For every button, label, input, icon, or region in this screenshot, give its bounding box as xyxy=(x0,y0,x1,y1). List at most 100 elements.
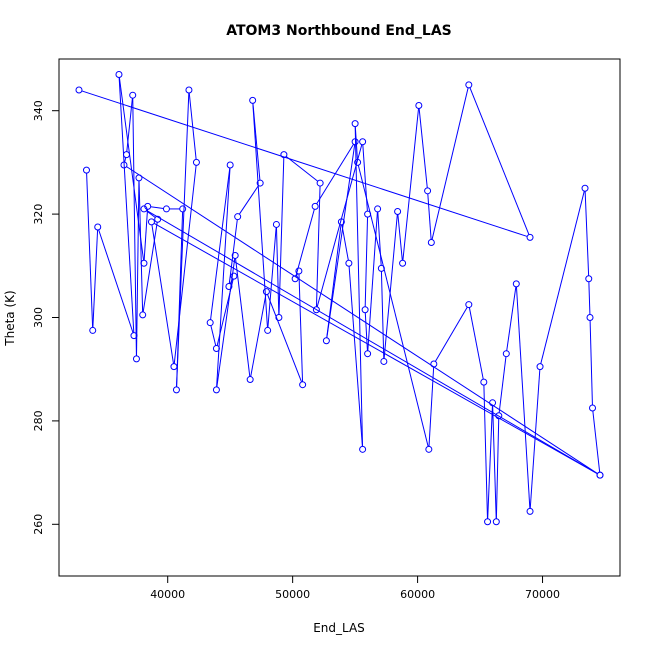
series-line-segment xyxy=(252,103,261,181)
series-line-segment xyxy=(138,180,144,312)
data-point xyxy=(129,91,137,99)
data-point xyxy=(394,208,402,216)
series-line-segment xyxy=(275,227,280,315)
series-line-segment xyxy=(326,224,342,338)
data-point xyxy=(526,507,534,515)
series-line-segment xyxy=(252,103,268,328)
data-point xyxy=(234,213,242,221)
data-point xyxy=(502,350,510,358)
series-line-segment xyxy=(86,173,94,328)
data-point xyxy=(275,314,283,321)
y-tick-label: 280 xyxy=(32,410,45,431)
series-line-segment xyxy=(316,144,354,205)
data-point xyxy=(154,215,162,223)
series-line-segment xyxy=(150,206,164,210)
data-point xyxy=(374,205,382,213)
data-point xyxy=(162,205,170,213)
series-line-segment xyxy=(235,258,251,377)
chart-title: ATOM3 Northbound End_LAS xyxy=(226,23,452,39)
series-line-segment xyxy=(118,77,135,333)
series-line-segment xyxy=(468,307,484,380)
x-axis: 40000 50000 60000 70000 xyxy=(150,576,560,601)
series-line-segment xyxy=(238,185,259,215)
series-line-segment xyxy=(143,209,149,261)
series-line-segment xyxy=(341,224,349,261)
data-point xyxy=(299,381,307,389)
y-tick-label: 320 xyxy=(32,204,45,225)
series-line-segment xyxy=(278,157,285,315)
series-line-segment xyxy=(153,222,598,475)
x-tick-label: 70000 xyxy=(525,588,560,601)
series-line-segment xyxy=(377,211,382,266)
data-point xyxy=(465,81,473,89)
data-point xyxy=(226,161,234,169)
y-tick-label: 260 xyxy=(32,514,45,535)
data-point xyxy=(130,332,138,340)
data-point xyxy=(82,166,90,174)
series-line-segment xyxy=(364,312,368,351)
data-point xyxy=(465,301,473,309)
series-line-segment xyxy=(267,294,303,383)
series-line-segment xyxy=(584,191,590,276)
x-tick-label: 40000 xyxy=(150,588,185,601)
series-line-segment xyxy=(151,224,174,364)
series-line-segment xyxy=(216,258,236,387)
series-line-segment xyxy=(142,222,158,313)
series-line-segment xyxy=(540,191,585,364)
data-point xyxy=(115,71,123,79)
data-point xyxy=(399,259,407,267)
series-line-segment xyxy=(267,227,277,328)
data-point xyxy=(596,471,604,479)
series-line-segment xyxy=(498,356,507,413)
series-line-segment xyxy=(483,385,488,519)
series-line-segment xyxy=(316,144,363,307)
data-point xyxy=(291,275,299,283)
data-point xyxy=(295,267,303,275)
data-point xyxy=(377,264,385,272)
data-point xyxy=(425,445,433,453)
data-point xyxy=(480,378,488,386)
x-axis-label: End_LAS xyxy=(313,621,365,635)
data-point xyxy=(351,138,359,146)
data-point xyxy=(212,386,220,394)
data-point xyxy=(322,337,330,345)
series-line-segment xyxy=(354,126,358,160)
series-line-segment xyxy=(380,271,385,359)
data-point xyxy=(354,158,362,166)
data-point xyxy=(172,386,180,394)
x-tick-label: 50000 xyxy=(275,588,310,601)
series-line-segment xyxy=(364,217,369,307)
data-point xyxy=(589,404,597,412)
data-point xyxy=(272,220,280,228)
series-line-segment xyxy=(592,410,601,473)
series-line-segment xyxy=(298,273,304,382)
data-point xyxy=(359,138,367,146)
data-point xyxy=(280,151,288,159)
data-point xyxy=(140,259,148,267)
data-point xyxy=(231,251,239,259)
series-line-segment xyxy=(427,193,432,240)
series-line-segment xyxy=(348,266,363,447)
data-point xyxy=(585,275,593,283)
data-point xyxy=(249,96,257,104)
data-point xyxy=(264,326,272,334)
series-line-segment xyxy=(362,144,368,212)
data-point xyxy=(427,239,435,247)
data-point xyxy=(424,187,432,195)
series-line-segment xyxy=(118,77,145,261)
series-line-segment xyxy=(295,209,315,276)
series-line-segment xyxy=(326,144,356,338)
data-point xyxy=(179,205,187,213)
series-line-segment xyxy=(402,108,420,261)
series-line-segment xyxy=(136,180,140,356)
data-point xyxy=(489,399,497,407)
data-point xyxy=(256,179,264,187)
data-point xyxy=(415,102,423,110)
data-point xyxy=(89,326,97,334)
data-point xyxy=(206,319,214,327)
series-line-segment xyxy=(367,211,378,351)
data-point xyxy=(122,151,130,159)
series-line-segment xyxy=(354,126,364,447)
data-point xyxy=(75,86,83,94)
